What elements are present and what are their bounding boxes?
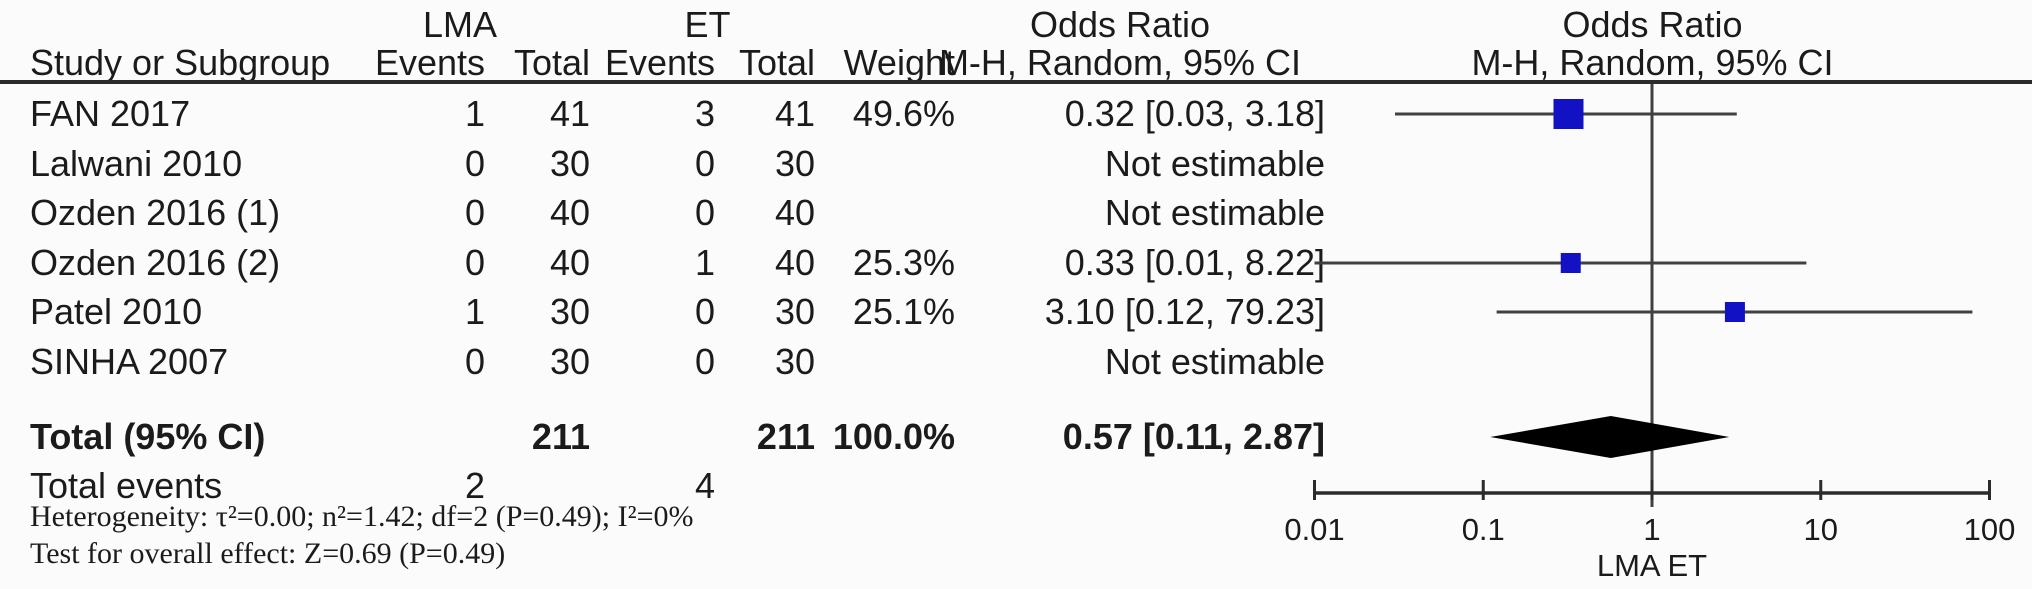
or-ci-text: Not estimable: [1104, 192, 1325, 233]
total-events-et: 4: [694, 465, 715, 506]
study-name: Patel 2010: [30, 291, 203, 332]
or-column-title: Odds Ratio: [1029, 4, 1211, 45]
weight: 25.3%: [852, 242, 955, 283]
lma-total: 30: [549, 291, 590, 332]
or-ci-text: 0.33 [0.01, 8.22]: [1064, 242, 1325, 283]
et-total: 30: [774, 143, 815, 184]
study-column-header: Study or Subgroup: [30, 42, 331, 83]
x-tick-label: 10: [1804, 512, 1838, 547]
or-ci-text: 3.10 [0.12, 79.23]: [1044, 291, 1325, 332]
et-total: 30: [774, 291, 815, 332]
lma-events: 0: [464, 192, 485, 233]
lma-events: 1: [464, 93, 485, 134]
total-lma-total: 211: [531, 416, 590, 457]
x-tick-label: 1: [1643, 512, 1660, 547]
lma-total: 40: [549, 192, 590, 233]
total-or-ci-text: 0.57 [0.11, 2.87]: [1062, 416, 1325, 457]
lma-events-header: Events: [374, 42, 485, 83]
et-total: 40: [774, 192, 815, 233]
effect-square: [1560, 253, 1581, 273]
heterogeneity-text: Heterogeneity: τ²=0.00; n²=1.42; df=2 (P…: [30, 500, 694, 533]
group1-header: LMA: [422, 4, 498, 45]
or-column-subtitle: M-H, Random, 95% CI: [938, 42, 1302, 83]
total-events-label: Total events: [30, 465, 223, 506]
plot-column-subtitle: M-H, Random, 95% CI: [1471, 42, 1834, 83]
study-name: Lalwani 2010: [30, 143, 243, 184]
lma-events: 0: [464, 341, 485, 382]
weight: 49.6%: [852, 93, 955, 134]
et-events: 0: [694, 192, 715, 233]
total-et-total: 211: [756, 416, 815, 457]
lma-events: 0: [464, 143, 485, 184]
lma-total-header: Total: [513, 42, 590, 83]
et-events-header: Events: [604, 42, 715, 83]
lma-total: 41: [549, 93, 590, 134]
et-events: 0: [694, 143, 715, 184]
or-ci-text: Not estimable: [1104, 143, 1325, 184]
overall-effect-text: Test for overall effect: Z=0.69 (P=0.49): [30, 537, 506, 570]
total-row-label: Total (95% CI): [30, 416, 266, 457]
weight: 25.1%: [852, 291, 955, 332]
plot-column-title: Odds Ratio: [1562, 4, 1743, 45]
lma-total: 30: [549, 341, 590, 382]
study-name: Ozden 2016 (1): [30, 192, 281, 233]
effect-square: [1553, 99, 1584, 129]
et-total: 41: [774, 93, 815, 134]
study-name: FAN 2017: [30, 93, 191, 134]
lma-events: 1: [464, 291, 485, 332]
et-events: 0: [694, 341, 715, 382]
et-events: 3: [694, 93, 715, 134]
weight-column-header: Weight: [843, 42, 955, 83]
x-tick-label: 100: [1964, 512, 2016, 547]
et-events: 0: [694, 291, 715, 332]
et-total: 40: [774, 242, 815, 283]
total-diamond: [1490, 416, 1730, 458]
et-total: 30: [774, 341, 815, 382]
total-events-lma: 2: [464, 465, 485, 506]
effect-square: [1724, 302, 1745, 322]
or-ci-text: Not estimable: [1104, 341, 1325, 382]
x-tick-label: 0.1: [1462, 512, 1505, 547]
or-ci-text: 0.32 [0.03, 3.18]: [1064, 93, 1325, 134]
total-weight: 100.0%: [832, 416, 955, 457]
et-total-header: Total: [738, 42, 815, 83]
axis-group-labels: LMA ET: [1597, 548, 1707, 583]
group2-header: ET: [684, 4, 731, 45]
et-events: 1: [694, 242, 715, 283]
lma-events: 0: [464, 242, 485, 283]
study-name: Ozden 2016 (2): [30, 242, 281, 283]
study-name: SINHA 2007: [30, 341, 229, 382]
lma-total: 30: [549, 143, 590, 184]
lma-total: 40: [549, 242, 590, 283]
x-tick-label: 0.01: [1284, 512, 1344, 547]
